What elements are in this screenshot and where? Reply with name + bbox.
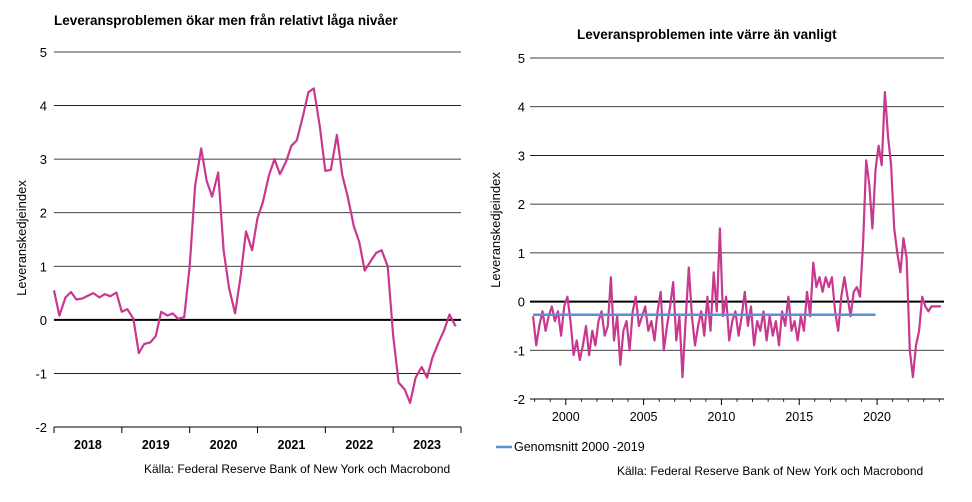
- y-tick-label: 0: [518, 295, 525, 310]
- y-tick-label: -1: [35, 366, 47, 381]
- right-y-axis-label: Leveranskedjeindex: [488, 172, 503, 288]
- y-tick-label: 5: [518, 51, 525, 66]
- right-series: [532, 90, 941, 379]
- x-tick-label: 2018: [74, 438, 102, 452]
- right-gridlines: [530, 57, 944, 405]
- left-series: [52, 87, 457, 404]
- x-tick-label: 2010: [708, 410, 736, 424]
- x-tick-label: 2023: [413, 438, 441, 452]
- x-tick-label: 2020: [210, 438, 238, 452]
- y-tick-label: 2: [40, 206, 47, 221]
- series-line-index: [52, 87, 457, 404]
- series-line-index: [532, 90, 941, 379]
- right-legend: Genomsnitt 2000 -2019: [496, 440, 645, 454]
- right-chart-title: Leveransproblemen inte värre än vanligt: [577, 27, 837, 42]
- right-y-tick-labels: 5 4 3 2 1 0 -1 -2: [513, 51, 525, 407]
- left-chart-title: Leveransproblemen ökar men från relativt…: [54, 13, 398, 28]
- x-tick-label: 2015: [785, 410, 813, 424]
- x-tick-label: 2022: [345, 438, 373, 452]
- left-x-tick-labels: 2018 2019 2020 2021 2022 2023: [74, 438, 441, 452]
- y-tick-label: 3: [518, 148, 525, 163]
- y-tick-label: 2: [518, 197, 525, 212]
- y-tick-label: 3: [40, 152, 47, 167]
- x-tick-label: 2005: [630, 410, 658, 424]
- y-tick-label: 5: [40, 45, 47, 60]
- y-tick-label: 4: [518, 100, 525, 115]
- y-tick-label: -1: [513, 343, 525, 358]
- y-tick-label: 1: [518, 246, 525, 261]
- x-tick-label: 2020: [863, 410, 891, 424]
- left-chart: Leveransproblemen ökar men från relativt…: [14, 13, 462, 476]
- right-x-tick-labels: 2000 2005 2010 2015 2020: [552, 410, 891, 424]
- y-tick-label: -2: [513, 392, 525, 407]
- y-tick-label: 4: [40, 99, 47, 114]
- right-chart: Leveransproblemen inte värre än vanligt …: [488, 27, 944, 478]
- y-tick-label: -2: [35, 420, 47, 435]
- left-y-tick-labels: 5 4 3 2 1 0 -1 -2: [35, 45, 47, 435]
- right-source-note: Källa: Federal Reserve Bank of New York …: [617, 464, 923, 478]
- x-tick-label: 2000: [552, 410, 580, 424]
- left-source-note: Källa: Federal Reserve Bank of New York …: [144, 462, 450, 476]
- x-tick-label: 2021: [278, 438, 306, 452]
- x-tick-label: 2019: [142, 438, 170, 452]
- y-tick-label: 0: [40, 313, 47, 328]
- legend-entry-average: Genomsnitt 2000 -2019: [514, 440, 645, 454]
- left-gridlines: [53, 51, 462, 433]
- left-y-axis-label: Leveranskedjeindex: [14, 180, 29, 296]
- y-tick-label: 1: [40, 259, 47, 274]
